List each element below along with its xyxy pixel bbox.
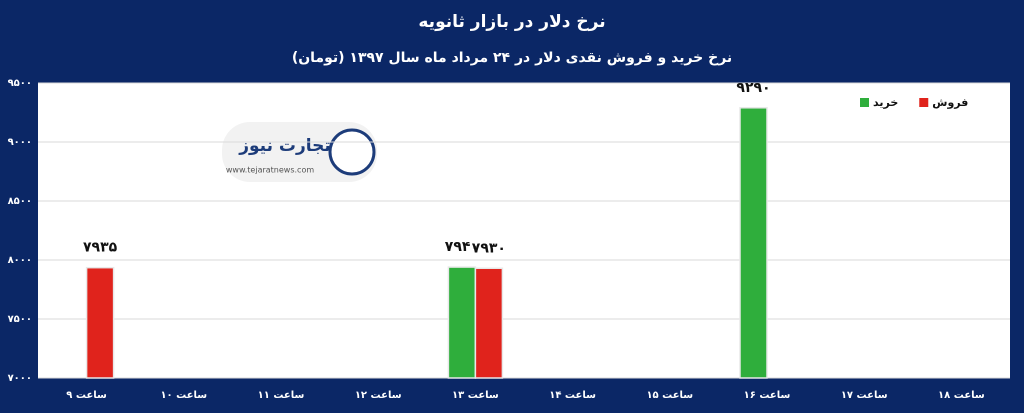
y-tick-label: ۷۵۰۰ — [8, 314, 32, 325]
watermark: تجارت نیوز www.tejaratnews.com — [222, 122, 377, 182]
y-tick-label: ۸۵۰۰ — [8, 196, 32, 207]
x-tick-label: ساعت ۱۷ — [841, 390, 888, 401]
x-tick-label: ساعت ۹ — [66, 390, 107, 401]
watermark-brand: تجارت نیوز — [238, 136, 331, 156]
y-tick-label: ۷۰۰۰ — [8, 373, 32, 384]
x-tick-label: ساعت ۱۲ — [355, 390, 402, 401]
bar — [447, 266, 477, 379]
watermark-icon — [328, 128, 376, 176]
bar — [474, 267, 504, 379]
legend-label: خرید — [873, 96, 898, 109]
bar — [85, 266, 115, 379]
x-tick-label: ساعت ۱۴ — [549, 390, 596, 401]
data-label: ۹۲۹۰ — [736, 80, 770, 96]
plot-area — [38, 83, 1010, 378]
chart-title: نرخ دلار در بازار ثانویه — [418, 12, 605, 32]
data-label: ۷۹۳۰ — [472, 240, 506, 256]
data-label: ۷۹۴۰ — [445, 239, 479, 255]
y-tick-label: ۹۵۰۰ — [8, 78, 32, 89]
x-tick-label: ساعت ۱۱ — [258, 390, 305, 401]
watermark-url: www.tejaratnews.com — [226, 166, 314, 175]
legend-swatch — [919, 98, 929, 107]
y-tick-label: ۸۰۰۰ — [8, 255, 32, 266]
chart-subtitle: نرخ خرید و فروش نقدی دلار در ۲۴ مرداد ما… — [292, 50, 732, 66]
bar — [739, 107, 768, 379]
legend-label: فروش — [932, 96, 968, 109]
y-tick-label: ۹۰۰۰ — [8, 137, 32, 148]
x-tick-label: ساعت ۱۰ — [160, 390, 207, 401]
data-label: ۷۹۳۵ — [83, 240, 118, 256]
x-tick-label: ساعت ۱۶ — [744, 390, 791, 401]
legend-swatch — [860, 98, 869, 107]
x-tick-label: ساعت ۱۵ — [646, 390, 693, 401]
x-tick-label: ساعت ۱۸ — [938, 390, 985, 401]
x-tick-label: ساعت ۱۳ — [452, 390, 499, 401]
